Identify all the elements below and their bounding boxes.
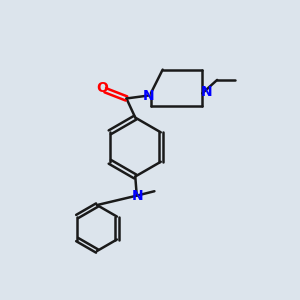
Text: N: N	[131, 189, 143, 202]
Text: O: O	[96, 82, 108, 95]
Text: N: N	[201, 85, 212, 99]
Text: N: N	[143, 88, 154, 103]
